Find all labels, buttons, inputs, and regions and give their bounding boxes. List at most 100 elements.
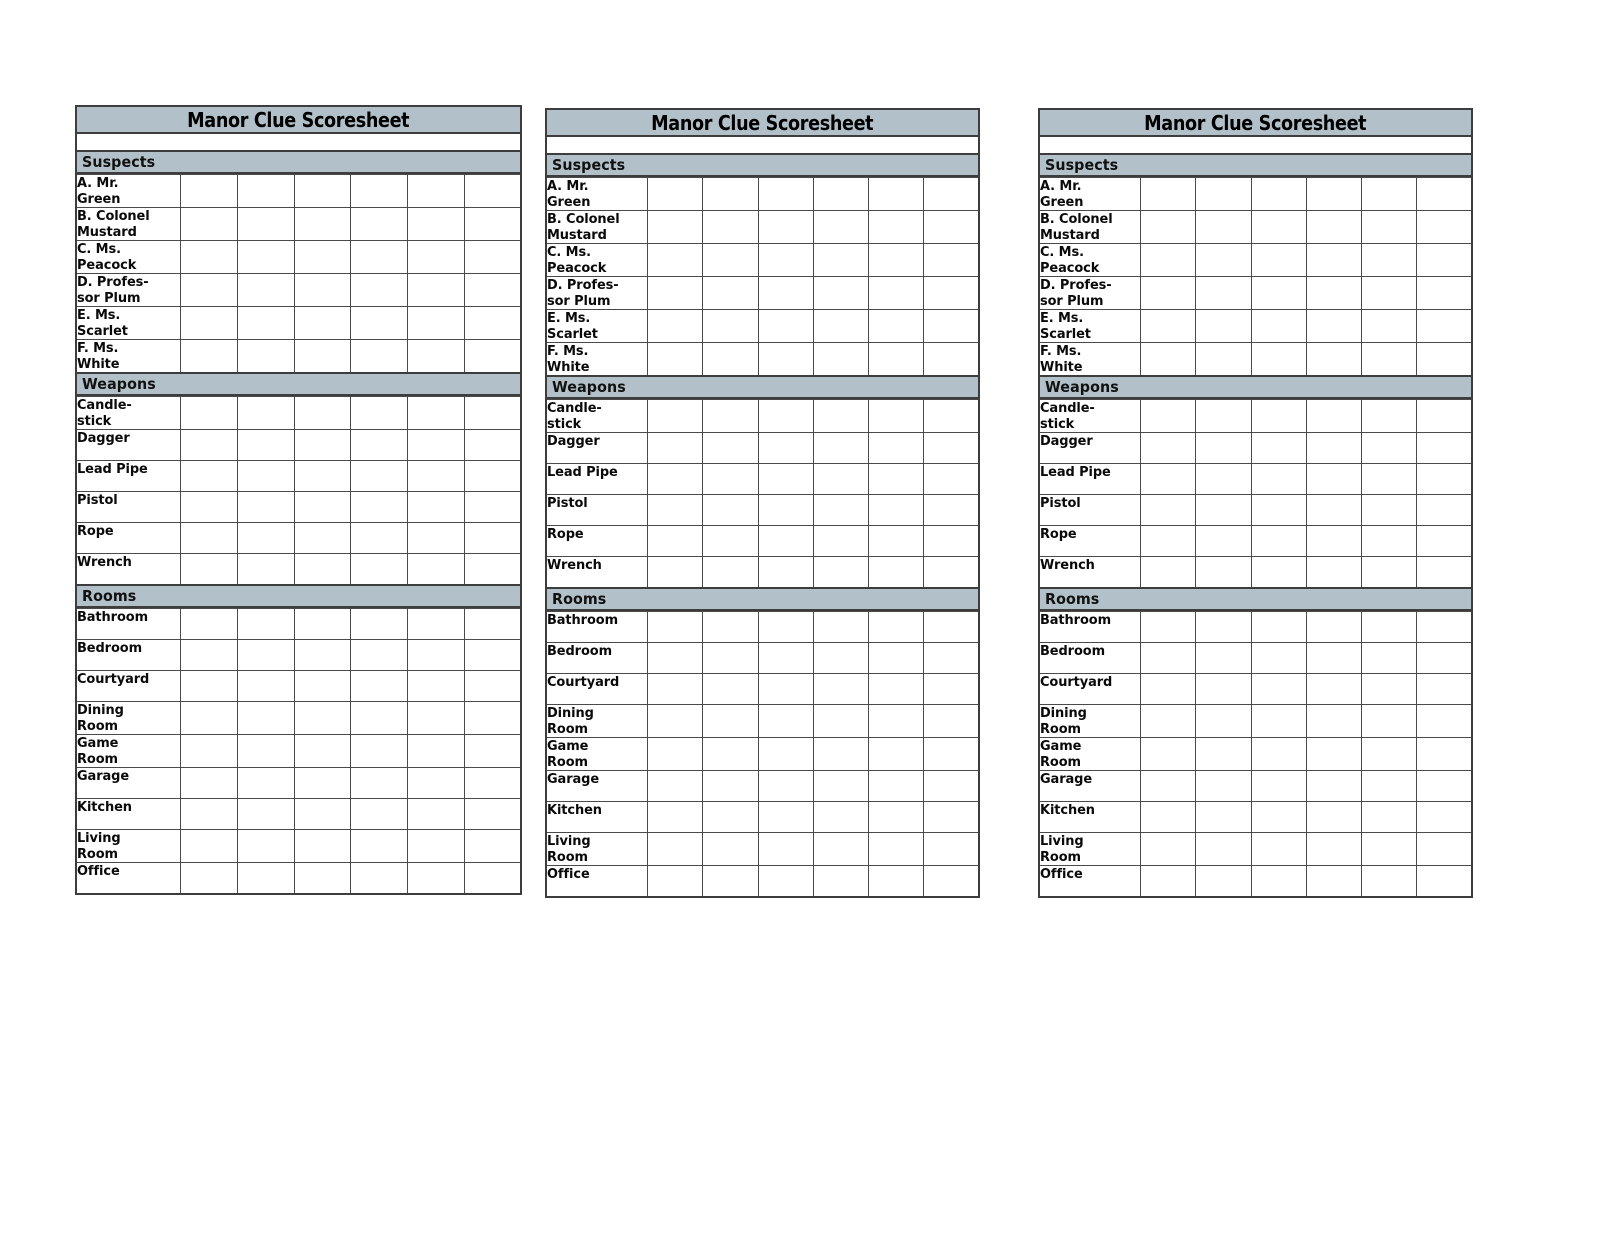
checkbox-cell[interactable]: [180, 396, 238, 430]
checkbox-cell[interactable]: [923, 276, 981, 310]
checkbox-cell[interactable]: [923, 494, 981, 526]
checkbox-cell[interactable]: [1250, 611, 1307, 643]
checkbox-cell[interactable]: [1195, 276, 1252, 310]
checkbox-cell[interactable]: [1195, 210, 1252, 244]
checkbox-cell[interactable]: [702, 642, 759, 674]
checkbox-cell[interactable]: [646, 673, 704, 705]
checkbox-cell[interactable]: [646, 494, 704, 526]
checkbox-cell[interactable]: [812, 737, 870, 771]
checkbox-cell[interactable]: [1360, 309, 1418, 343]
checkbox-cell[interactable]: [923, 525, 981, 557]
checkbox-cell[interactable]: [463, 491, 522, 523]
checkbox-cell[interactable]: [757, 801, 814, 833]
checkbox-cell[interactable]: [1305, 801, 1363, 833]
checkbox-cell[interactable]: [1195, 494, 1252, 526]
checkbox-cell[interactable]: [923, 399, 981, 433]
checkbox-cell[interactable]: [1360, 704, 1418, 738]
checkbox-cell[interactable]: [236, 174, 295, 208]
checkbox-cell[interactable]: [867, 611, 925, 643]
checkbox-cell[interactable]: [1305, 177, 1363, 211]
checkbox-cell[interactable]: [180, 339, 238, 374]
checkbox-cell[interactable]: [1416, 342, 1474, 377]
checkbox-cell[interactable]: [867, 177, 925, 211]
checkbox-cell[interactable]: [702, 556, 759, 589]
checkbox-cell[interactable]: [463, 862, 522, 895]
checkbox-cell[interactable]: [757, 673, 814, 705]
checkbox-cell[interactable]: [1139, 611, 1197, 643]
checkbox-cell[interactable]: [236, 339, 295, 374]
checkbox-cell[interactable]: [1250, 243, 1307, 277]
checkbox-cell[interactable]: [180, 701, 238, 735]
player-name-row[interactable]: [75, 134, 522, 152]
checkbox-cell[interactable]: [180, 273, 238, 307]
checkbox-cell[interactable]: [867, 494, 925, 526]
checkbox-cell[interactable]: [1360, 177, 1418, 211]
checkbox-cell[interactable]: [757, 525, 814, 557]
checkbox-cell[interactable]: [1305, 525, 1363, 557]
checkbox-cell[interactable]: [646, 342, 704, 377]
checkbox-cell[interactable]: [867, 770, 925, 802]
checkbox-cell[interactable]: [867, 556, 925, 589]
checkbox-cell[interactable]: [407, 491, 465, 523]
checkbox-cell[interactable]: [1250, 556, 1307, 589]
checkbox-cell[interactable]: [867, 432, 925, 464]
checkbox-cell[interactable]: [867, 642, 925, 674]
checkbox-cell[interactable]: [646, 309, 704, 343]
checkbox-cell[interactable]: [867, 704, 925, 738]
checkbox-cell[interactable]: [236, 396, 295, 430]
checkbox-cell[interactable]: [1139, 399, 1197, 433]
checkbox-cell[interactable]: [236, 306, 295, 340]
checkbox-cell[interactable]: [1250, 525, 1307, 557]
checkbox-cell[interactable]: [463, 829, 522, 863]
checkbox-cell[interactable]: [1195, 737, 1252, 771]
checkbox-cell[interactable]: [350, 306, 408, 340]
player-name-row[interactable]: [1038, 137, 1473, 155]
checkbox-cell[interactable]: [646, 611, 704, 643]
checkbox-cell[interactable]: [463, 339, 522, 374]
checkbox-cell[interactable]: [1139, 737, 1197, 771]
checkbox-cell[interactable]: [407, 273, 465, 307]
checkbox-cell[interactable]: [407, 429, 465, 461]
checkbox-cell[interactable]: [646, 463, 704, 495]
checkbox-cell[interactable]: [1195, 309, 1252, 343]
checkbox-cell[interactable]: [757, 177, 814, 211]
checkbox-cell[interactable]: [867, 525, 925, 557]
checkbox-cell[interactable]: [702, 342, 759, 377]
checkbox-cell[interactable]: [350, 670, 408, 702]
checkbox-cell[interactable]: [180, 460, 238, 492]
checkbox-cell[interactable]: [463, 396, 522, 430]
checkbox-cell[interactable]: [1250, 399, 1307, 433]
checkbox-cell[interactable]: [1250, 737, 1307, 771]
checkbox-cell[interactable]: [236, 553, 295, 586]
checkbox-cell[interactable]: [407, 306, 465, 340]
checkbox-cell[interactable]: [236, 670, 295, 702]
checkbox-cell[interactable]: [923, 673, 981, 705]
checkbox-cell[interactable]: [1305, 611, 1363, 643]
checkbox-cell[interactable]: [1195, 704, 1252, 738]
checkbox-cell[interactable]: [407, 522, 465, 554]
checkbox-cell[interactable]: [1250, 673, 1307, 705]
checkbox-cell[interactable]: [1360, 210, 1418, 244]
checkbox-cell[interactable]: [407, 608, 465, 640]
checkbox-cell[interactable]: [293, 460, 352, 492]
checkbox-cell[interactable]: [1416, 177, 1474, 211]
checkbox-cell[interactable]: [1195, 556, 1252, 589]
checkbox-cell[interactable]: [702, 673, 759, 705]
checkbox-cell[interactable]: [1195, 642, 1252, 674]
checkbox-cell[interactable]: [702, 432, 759, 464]
checkbox-cell[interactable]: [867, 865, 925, 898]
checkbox-cell[interactable]: [757, 494, 814, 526]
checkbox-cell[interactable]: [1250, 342, 1307, 377]
checkbox-cell[interactable]: [646, 642, 704, 674]
checkbox-cell[interactable]: [757, 737, 814, 771]
checkbox-cell[interactable]: [1195, 673, 1252, 705]
checkbox-cell[interactable]: [1250, 865, 1307, 898]
checkbox-cell[interactable]: [1195, 865, 1252, 898]
checkbox-cell[interactable]: [812, 309, 870, 343]
checkbox-cell[interactable]: [702, 463, 759, 495]
checkbox-cell[interactable]: [646, 737, 704, 771]
checkbox-cell[interactable]: [1250, 432, 1307, 464]
checkbox-cell[interactable]: [923, 704, 981, 738]
checkbox-cell[interactable]: [180, 670, 238, 702]
checkbox-cell[interactable]: [1416, 399, 1474, 433]
